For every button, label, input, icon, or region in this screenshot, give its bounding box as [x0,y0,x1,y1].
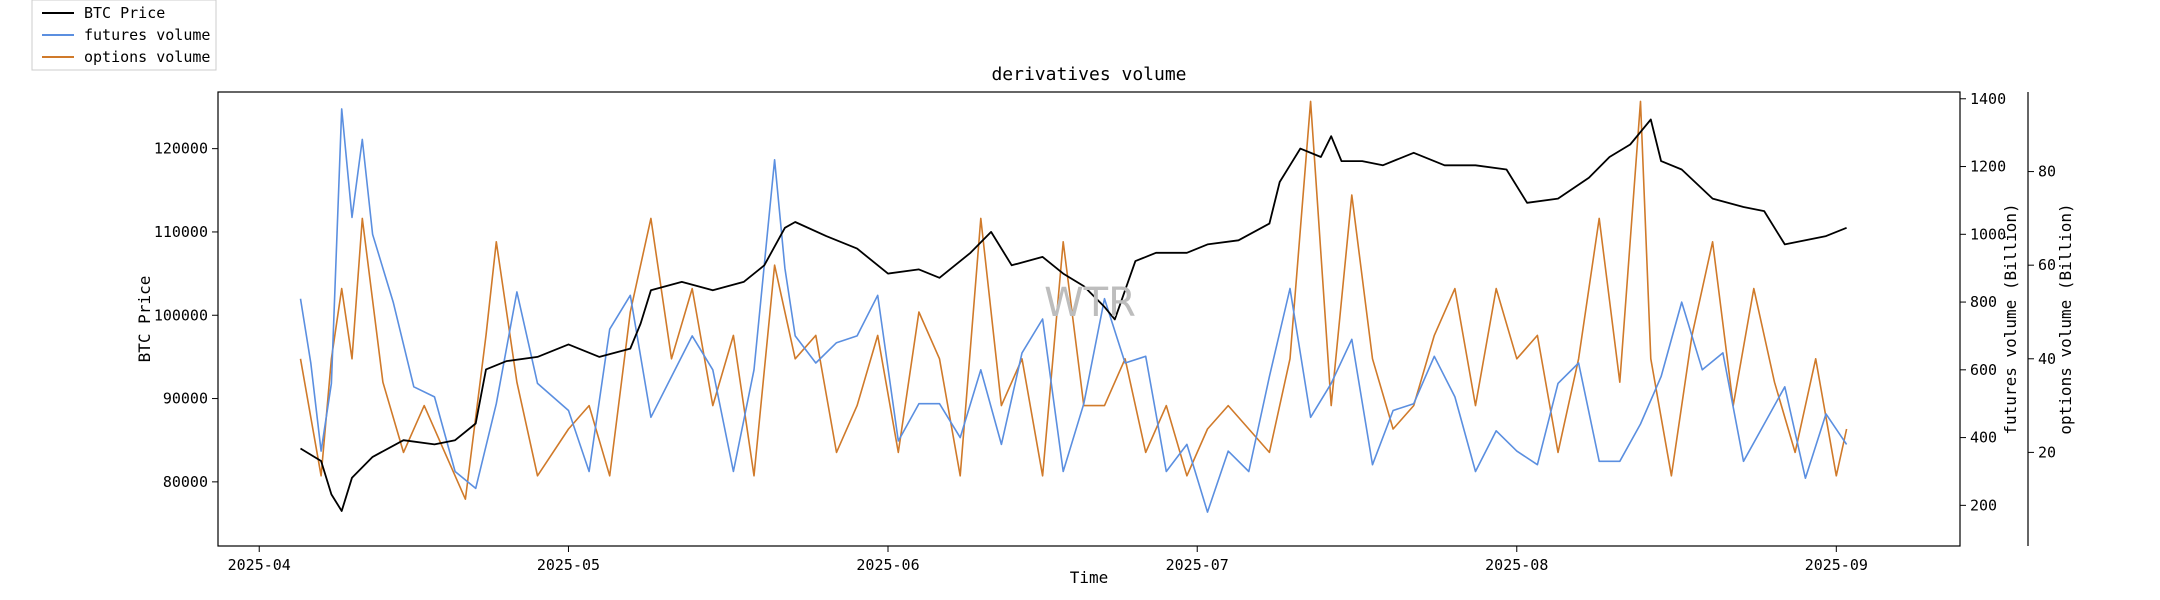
legend-label-futures-volume: futures volume [84,26,210,44]
y2-axis-label: futures volume (Billion) [2001,203,2020,434]
x-axis-label: Time [1070,568,1109,587]
y2-tick-label: 1200 [1970,158,2006,176]
chart-title: derivatives volume [991,64,1186,85]
series-line-btc-price [300,118,1847,512]
y-tick-label: 80000 [163,473,208,491]
y2-tick-label: 800 [1970,293,1997,311]
ticks-layer: 2025-04 2025-05 2025-06 2025-07 2025-08 2025-… [154,90,2056,574]
y-tick-label: 120000 [154,140,208,158]
y2-tick-label: 200 [1970,496,1997,514]
y-tick-label: 100000 [154,306,208,324]
x-tick-label: 2025-04 [228,556,291,574]
series-line-futures-volume [299,108,1848,513]
y3-tick-label: 80 [2038,163,2056,181]
plot-frame [217,91,1961,547]
watermark: WTR [1044,280,1136,326]
legend-label-btc-price: BTC Price [84,4,165,22]
x-tick-label: 2025-07 [1166,556,1229,574]
legend: BTC Price futures volume options volume [31,0,217,71]
y-tick-label: 90000 [163,390,208,408]
y3-tick-label: 20 [2038,443,2056,461]
y2-tick-label: 1000 [1970,225,2006,243]
y-axis-label: BTC Price [135,276,154,363]
y3-tick-label: 60 [2038,256,2056,274]
x-tick-label: 2025-06 [856,556,919,574]
y2-tick-label: 1400 [1970,90,2006,108]
y3-tick-label: 40 [2038,350,2056,368]
y3-axis-label: options volume (Billion) [2056,203,2075,434]
y-tick-label: 110000 [154,223,208,241]
series-line-options-volume [299,100,1848,501]
legend-label-options-volume: options volume [84,48,210,66]
series-layer [299,100,1848,513]
x-tick-label: 2025-05 [537,556,600,574]
y2-tick-label: 600 [1970,361,1997,379]
x-tick-label: 2025-09 [1805,556,1868,574]
y2-tick-label: 400 [1970,429,1997,447]
x-tick-label: 2025-08 [1485,556,1548,574]
